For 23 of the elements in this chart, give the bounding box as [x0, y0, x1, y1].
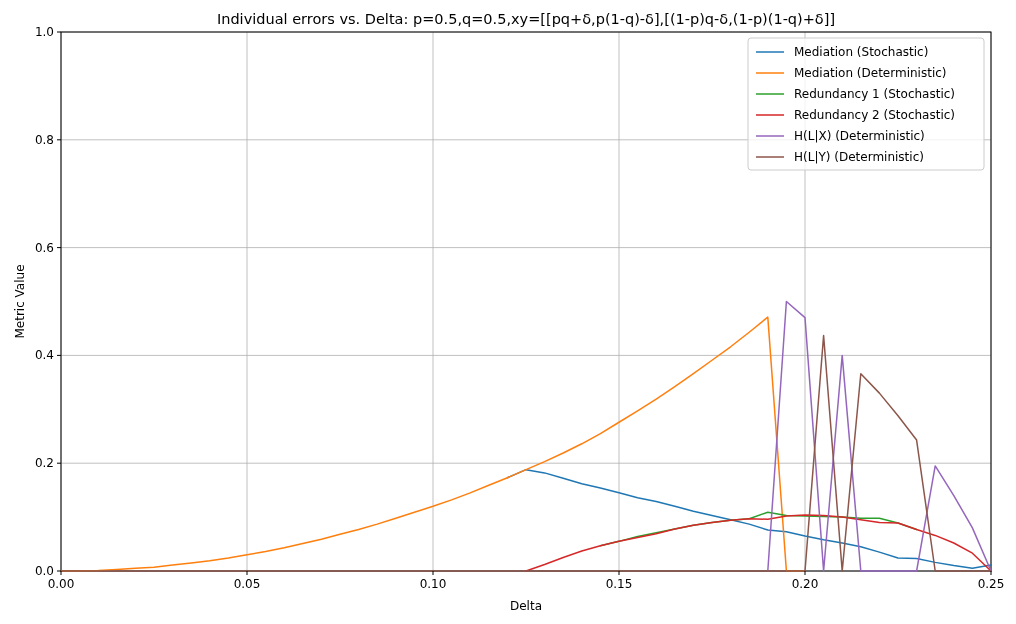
y-tick-label: 1.0	[34, 25, 54, 39]
y-tick-label: 0.0	[34, 564, 54, 578]
line-series	[767, 300, 992, 572]
chart-title: Individual errors vs. Delta: p=0.5,q=0.5,xy=[[pq+δ,p(1-q)-δ],[(1-p)q-δ,(1-p)(1-q)+δ]]	[216, 11, 836, 27]
y-tick-label: 0.4	[34, 348, 54, 363]
legend-label: Mediation (Stochastic)	[794, 45, 929, 59]
x-axis-title: Delta	[509, 599, 543, 613]
legend-label: Mediation (Deterministic)	[794, 66, 947, 80]
y-tick-label: 0.8	[34, 132, 54, 147]
x-tick-label: 0.10	[419, 577, 447, 591]
line-series	[525, 514, 992, 572]
x-tick-label: 0.00	[47, 577, 75, 591]
legend-label: Redundancy 1 (Stochastic)	[794, 87, 956, 101]
x-tick-label: 0.15	[605, 577, 633, 591]
y-tick-label: 0.2	[34, 456, 54, 471]
legend-label: H(L|X) (Deterministic)	[794, 129, 925, 143]
y-axis-title: Metric Value	[13, 264, 27, 339]
y-tick-label: 0.6	[34, 240, 54, 255]
x-tick-label: 0.05	[233, 577, 261, 591]
x-tick-label: 0.20	[791, 577, 819, 591]
legend-label: H(L|Y) (Deterministic)	[794, 150, 924, 164]
legend-label: Redundancy 2 (Stochastic)	[794, 108, 956, 122]
x-tick-label: 0.25	[977, 577, 1005, 591]
